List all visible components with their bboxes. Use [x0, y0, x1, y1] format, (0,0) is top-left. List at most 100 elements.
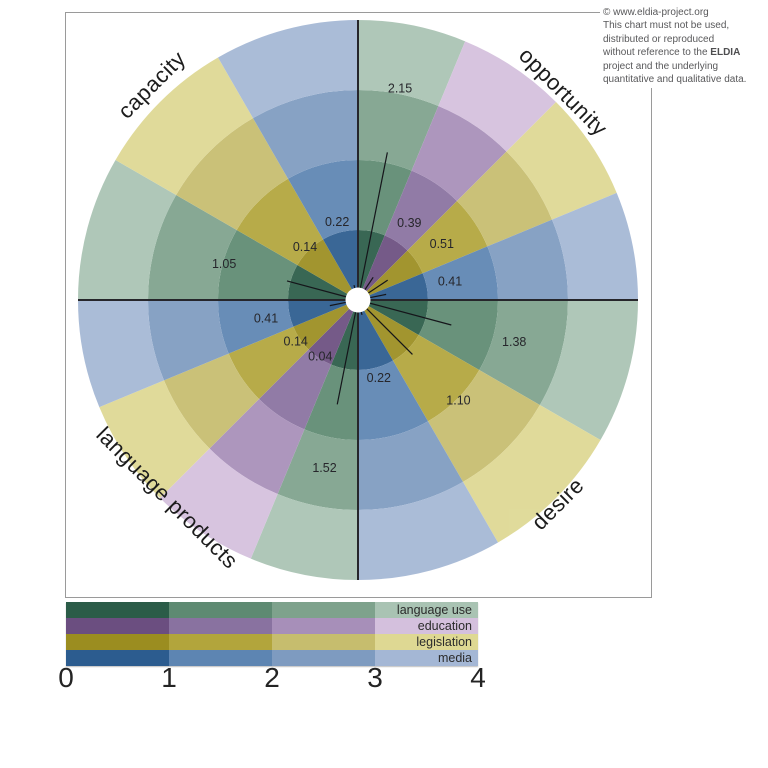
legend-tick: 3: [367, 662, 383, 693]
value-line: [359, 152, 388, 288]
legend-swatch: [375, 634, 478, 650]
value-label: 0.39: [397, 216, 421, 230]
sector-band: [236, 178, 323, 265]
value-line: [368, 279, 389, 294]
sector-band: [479, 300, 568, 405]
legend-swatch: [272, 634, 375, 650]
value-label: 0.41: [438, 275, 462, 289]
legend-tick: 0: [58, 662, 74, 693]
value-label: 0.22: [325, 215, 349, 229]
legend-swatch: [169, 650, 272, 666]
value-line: [329, 301, 346, 307]
sector-band: [288, 300, 358, 327]
sector-band: [358, 300, 393, 370]
sector-band: [253, 90, 358, 179]
copyright-note: © www.eldia-project.org This chart must n…: [600, 4, 768, 89]
value-line: [286, 280, 347, 298]
sector-band: [418, 300, 498, 370]
value-line: [370, 293, 387, 299]
sector-band: [218, 300, 294, 354]
sector-band: [218, 230, 298, 300]
copyright-line: without reference to the ELDIA: [603, 47, 741, 59]
legend-swatch: [169, 602, 272, 618]
copyright-line: This chart must not be used,: [603, 20, 730, 32]
value-label: 0.51: [430, 237, 454, 251]
sector-band: [358, 230, 385, 300]
copyright-line: quantitative and qualitative data.: [603, 74, 747, 86]
sector-band: [358, 421, 463, 510]
copyright-line: project and the underlying: [603, 60, 719, 72]
sector-band: [407, 201, 488, 274]
sector-band: [78, 160, 177, 300]
sector-band: [288, 265, 358, 300]
sector-band: [358, 300, 428, 335]
sector-band: [288, 160, 358, 240]
legend-scale: 0 1 2 3 4: [0, 662, 768, 696]
center-dot: [345, 287, 371, 313]
sector-band: [228, 326, 309, 399]
legend-swatch: [66, 650, 169, 666]
legend-label: education: [417, 619, 472, 633]
sector-band: [250, 494, 358, 580]
sector-band: [148, 195, 237, 300]
legend-swatch: [272, 602, 375, 618]
legend-label: legislation: [416, 635, 472, 649]
sector-bands: [78, 19, 638, 580]
value-line: [353, 284, 356, 289]
sector-band: [163, 353, 260, 449]
legend-tick: 2: [264, 662, 280, 693]
sector-band: [384, 170, 457, 251]
legend-swatch: [169, 634, 272, 650]
value-label: 1.52: [312, 461, 336, 475]
legend-swatch: [272, 618, 375, 634]
sector-band: [218, 19, 358, 119]
sector-band: [358, 90, 439, 171]
value-line: [369, 302, 452, 326]
copyright-line: distributed or reproduced: [603, 33, 715, 45]
value-label: 1.05: [212, 257, 236, 271]
value-label: 2.15: [388, 82, 412, 96]
value-label: 1.10: [446, 393, 470, 407]
sector-band: [78, 300, 164, 408]
sector-band: [539, 300, 638, 440]
legend-label: language use: [396, 603, 472, 617]
legend-swatch: [272, 650, 375, 666]
sector-band: [308, 300, 358, 365]
sector-band: [160, 448, 278, 559]
legend-label: media: [437, 651, 472, 665]
value-label: 0.14: [293, 240, 317, 254]
sector-band: [358, 481, 498, 580]
value-line: [366, 308, 413, 355]
sector-band: [331, 300, 358, 370]
legend-swatch: [375, 602, 478, 618]
sector-band: [393, 335, 480, 422]
sector-band: [358, 360, 428, 440]
sector-band: [422, 246, 498, 300]
sector-band: [487, 219, 568, 300]
value-label: 0.41: [254, 311, 278, 325]
sector-band: [358, 160, 412, 236]
sector-band: [176, 118, 288, 230]
legend-swatch: [66, 618, 169, 634]
sector-band: [293, 300, 358, 350]
sector-band: [358, 273, 428, 300]
sector-band: [358, 20, 466, 106]
sector-band: [209, 398, 305, 495]
legend-swatch: [375, 618, 478, 634]
vitality-legend: language use education legislation media: [66, 602, 478, 666]
value-line: [364, 276, 374, 290]
sector-band: [277, 429, 358, 510]
legend-swatch: [169, 618, 272, 634]
value-label: 0.22: [367, 371, 391, 385]
sector-band: [358, 235, 408, 300]
sector-band: [456, 151, 553, 247]
value-label: 0.04: [308, 349, 332, 363]
legend-row-media: media: [66, 650, 478, 666]
legend-tick: 1: [161, 662, 177, 693]
legend-tick: 4: [470, 662, 486, 693]
sector-band: [506, 102, 617, 220]
legend-swatch: [66, 602, 169, 618]
sector-band: [428, 370, 540, 482]
sector-band: [438, 41, 556, 152]
